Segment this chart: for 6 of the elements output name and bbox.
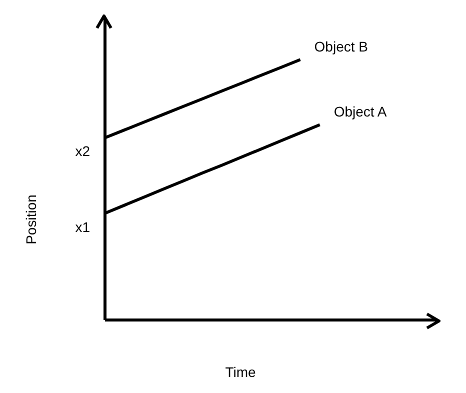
y-axis-title: Position [23, 194, 39, 244]
text: x2 [75, 143, 90, 160]
text: x1 [75, 218, 90, 235]
series-label: Object B [314, 38, 368, 55]
series-label: Object A [334, 104, 388, 120]
x-axis-title: Time [225, 364, 256, 380]
